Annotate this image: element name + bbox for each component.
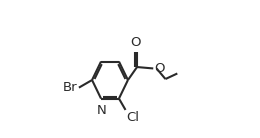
Text: Br: Br	[63, 81, 78, 94]
Text: O: O	[131, 36, 141, 49]
Text: O: O	[155, 62, 165, 75]
Text: N: N	[97, 104, 107, 117]
Text: Cl: Cl	[126, 111, 139, 124]
